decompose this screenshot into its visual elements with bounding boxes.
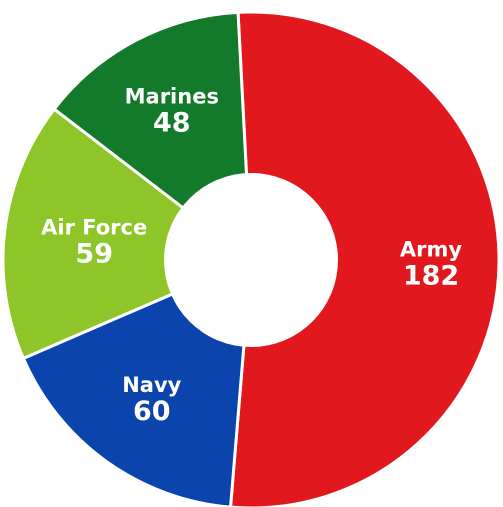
slice-air-force — [1, 106, 254, 361]
slice-label-marines: Marines — [125, 85, 219, 109]
slice-value-marines: 48 — [153, 108, 191, 139]
slice-value-navy: 60 — [133, 396, 171, 427]
slice-label-navy: Navy — [122, 373, 181, 397]
slice-label-army: Army — [400, 238, 462, 262]
slice-label-air-force: Air Force — [41, 216, 147, 240]
slice-value-army: 182 — [403, 261, 459, 292]
slice-value-air-force: 59 — [75, 239, 113, 270]
donut-hole — [164, 173, 338, 347]
slice-army — [229, 10, 501, 507]
